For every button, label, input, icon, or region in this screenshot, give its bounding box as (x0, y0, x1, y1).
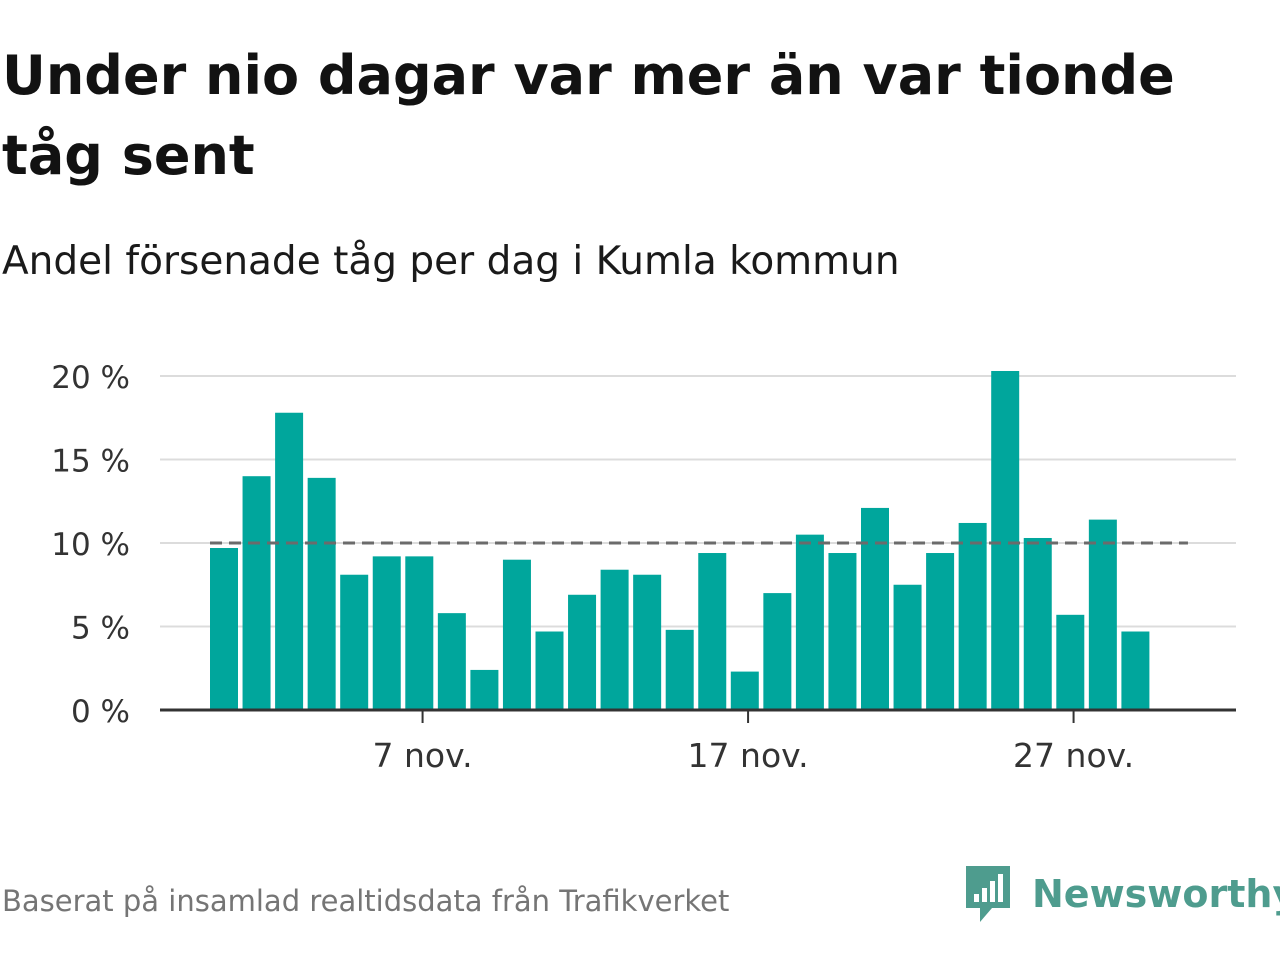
newsworthy-logo[interactable]: Newsworthy (962, 862, 1280, 926)
x-tick-label: 17 nov. (688, 736, 809, 775)
chart-title: Under nio dagar var mer än var tionde tå… (2, 44, 1175, 187)
source-note: Baserat på insamlad realtidsdata från Tr… (2, 884, 730, 918)
y-tick-label: 15 % (51, 444, 130, 480)
brand-name: Newsworthy (1032, 872, 1280, 916)
bar[interactable]: 28 nov.: 11.4 % (1088, 519, 1117, 710)
bar[interactable]: 7 nov.: 9.2 % (405, 556, 434, 710)
bar[interactable]: 12 nov.: 6.9 % (568, 594, 597, 710)
x-tick-label: 7 nov. (373, 736, 473, 775)
bar[interactable]: 15 nov.: 4.8 % (665, 629, 694, 710)
bar[interactable]: 29 nov.: 4.7 % (1121, 631, 1150, 710)
y-tick-label: 0 % (71, 694, 130, 730)
y-tick-label: 20 % (51, 360, 130, 396)
bar[interactable]: 17 nov.: 2.3 % (730, 671, 759, 710)
bar[interactable]: 14 nov.: 8.1 % (633, 574, 662, 710)
bar-chart: 0 % 5 % 10 % 15 % 20 % 1 nov.: 9.7 %2 nov.: … (51, 360, 1236, 775)
bar[interactable]: 18 nov.: 7 % (763, 593, 792, 710)
x-axis-labels: 7 nov. 17 nov. 27 nov. (373, 736, 1135, 775)
bar[interactable]: 1 nov.: 9.7 % (210, 548, 238, 710)
bar[interactable]: 27 nov.: 5.7 % (1056, 614, 1085, 710)
bar[interactable]: 21 nov.: 12.1 % (861, 507, 889, 710)
bar[interactable]: 9 nov.: 2.4 % (470, 669, 499, 710)
bar[interactable]: 20 nov.: 9.4 % (828, 553, 857, 710)
x-axis (160, 708, 1236, 723)
bar[interactable]: 26 nov.: 10.3 % (1023, 537, 1052, 710)
bar[interactable]: 8 nov.: 5.8 % (437, 613, 466, 710)
bars: 1 nov.: 9.7 %2 nov.: 14 %3 nov.: 17.8 %4… (210, 370, 1150, 710)
bar[interactable]: 22 nov.: 7.5 % (893, 584, 922, 710)
bar[interactable]: 13 nov.: 8.4 % (600, 569, 629, 710)
bar[interactable]: 19 nov.: 10.5 % (795, 534, 824, 710)
bar[interactable]: 6 nov.: 9.2 % (372, 556, 401, 710)
bar[interactable]: 3 nov.: 17.8 % (275, 412, 304, 710)
chart-subtitle: Andel försenade tåg per dag i Kumla komm… (2, 239, 900, 284)
bar[interactable]: 5 nov.: 8.1 % (340, 574, 369, 710)
y-tick-label: 5 % (71, 611, 130, 647)
y-tick-label: 10 % (51, 527, 130, 563)
bar[interactable]: 25 nov.: 20.3 % (991, 370, 1020, 710)
bar[interactable]: 2 nov.: 14 % (242, 476, 271, 710)
bar[interactable]: 10 nov.: 9 % (502, 559, 531, 710)
bar[interactable]: 24 nov.: 11.2 % (958, 522, 987, 710)
bar[interactable]: 23 nov.: 9.4 % (926, 553, 955, 710)
bar[interactable]: 16 nov.: 9.4 % (698, 553, 727, 710)
x-tick-label: 27 nov. (1013, 736, 1134, 775)
bar[interactable]: 4 nov.: 13.9 % (307, 477, 336, 710)
y-axis-labels: 0 % 5 % 10 % 15 % 20 % (51, 360, 130, 730)
newsworthy-chart-bubble-icon (966, 866, 1010, 922)
bar[interactable]: 11 nov.: 4.7 % (535, 631, 564, 710)
